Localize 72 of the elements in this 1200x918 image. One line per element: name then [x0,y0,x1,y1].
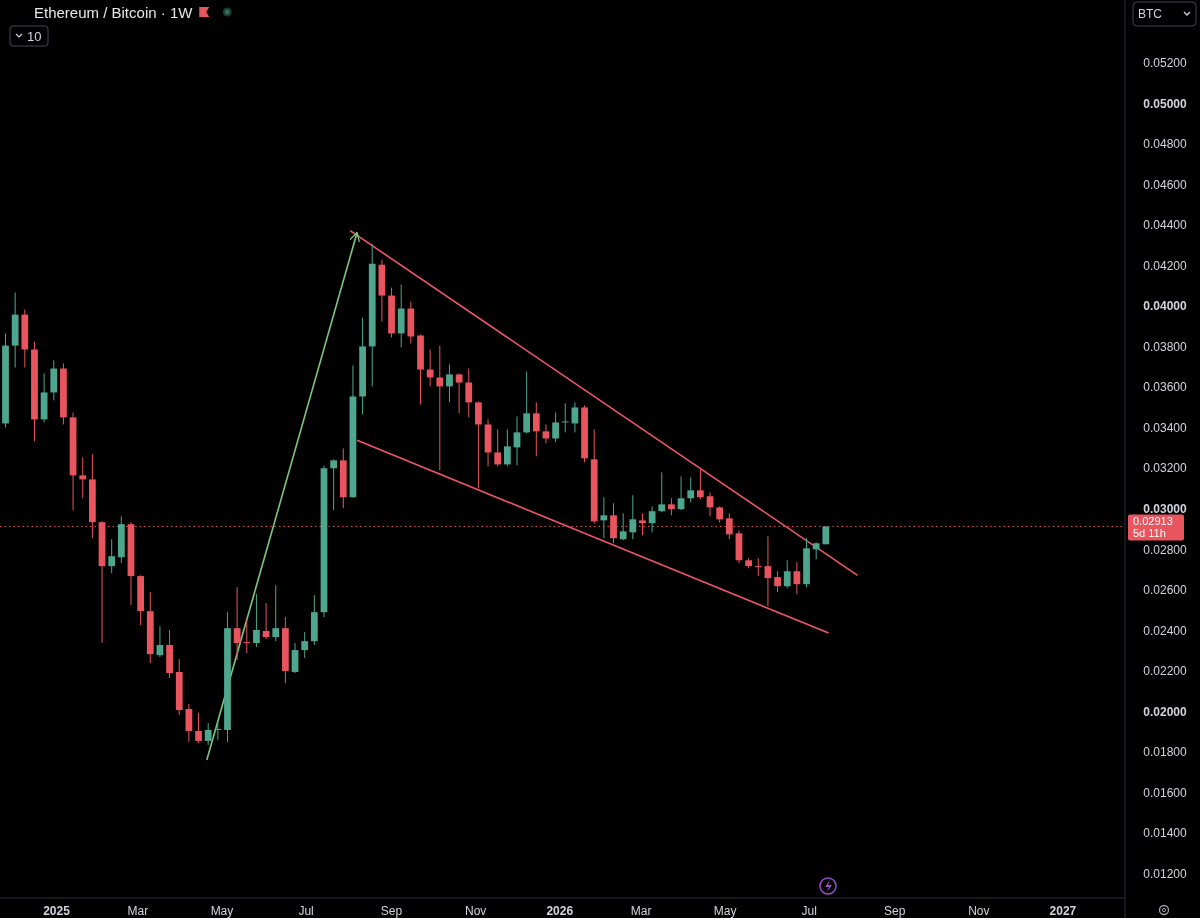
candlestick [243,619,251,654]
candlestick [301,631,309,659]
candlestick [253,593,260,648]
x-tick-label: May [713,904,737,918]
x-tick-label: Mar [127,904,149,918]
candlestick [600,496,608,539]
candlestick [494,428,502,467]
candlestick [754,557,762,577]
y-tick-label: 0.03800 [1143,339,1188,354]
text: 5d 11h [1133,527,1166,540]
y-tick-label: 0.01600 [1143,785,1188,800]
y-tick-label: 0.03600 [1143,380,1188,395]
y-tick-label: 0.02400 [1143,623,1188,638]
candlestick [532,401,540,457]
candlestick [658,471,666,513]
x-tick-label: Mar [630,904,652,918]
candlestick [233,586,241,661]
candlestick [687,476,695,503]
y-tick-label: 0.01400 [1143,826,1188,841]
candlestick [523,371,531,434]
y-tick-label: 0.05200 [1143,56,1188,71]
x-tick-label: Sep [884,904,906,918]
x-tick-label: Nov [968,904,990,918]
candlestick [619,512,627,541]
y-tick-label: 0.02000 [1143,704,1188,719]
candlestick [436,345,444,471]
x-tick-label: 2026 [546,904,574,918]
y-tick-label: 0.02600 [1143,583,1188,598]
candlestick [629,494,637,540]
x-tick-label: Sep [380,904,403,918]
y-tick-label: 0.04800 [1143,137,1188,152]
candlestick [465,368,473,418]
candlestick [446,363,453,403]
candlestick [783,559,791,589]
candlestick [330,458,338,511]
y-tick-label: 0.02800 [1143,542,1188,557]
candlestick [214,722,222,741]
candlestick [426,348,434,387]
chart-title: Ethereum / Bitcoin · 1W [34,4,194,22]
y-tick-label: 0.04200 [1143,258,1188,273]
candlestick [774,570,781,593]
y-tick-label: 0.01200 [1143,866,1188,881]
candlestick [79,456,87,499]
candlestick [552,412,559,443]
candlestick [455,372,463,414]
candlestick [503,428,511,467]
x-tick-label: Nov [464,904,487,918]
candlestick [108,538,116,574]
x-tick-label: May [210,904,234,918]
y-tick-label: 0.05000 [1143,96,1188,111]
candlestick [793,561,801,595]
candlestick [195,712,202,744]
y-tick-label: 0.04600 [1143,177,1188,192]
ref-line-label: 0.02913 [1133,515,1173,528]
annotation: 10 [27,28,42,44]
candlestick [696,468,704,500]
y-tick-label: 0.03000 [1143,502,1188,516]
y-tick-label: 0.01800 [1143,745,1188,760]
y-tick-label: 0.04000 [1143,299,1188,314]
y-axis-title: BTC [1138,7,1163,22]
candlestick [50,359,58,401]
x-tick-label: 2025 [43,904,71,918]
candlestick [204,722,212,746]
x-tick-label: Jul [801,904,817,918]
y-tick-label: 0.03400 [1143,420,1188,435]
candlestick [561,402,569,433]
x-tick-label: Jul [298,904,314,918]
y-tick-label: 0.02200 [1143,664,1188,679]
y-tick-label: 0.03200 [1143,461,1188,476]
candlestick [272,584,280,642]
y-tick-label: 0.04400 [1143,218,1188,233]
x-tick-label: 2027 [1049,904,1077,918]
